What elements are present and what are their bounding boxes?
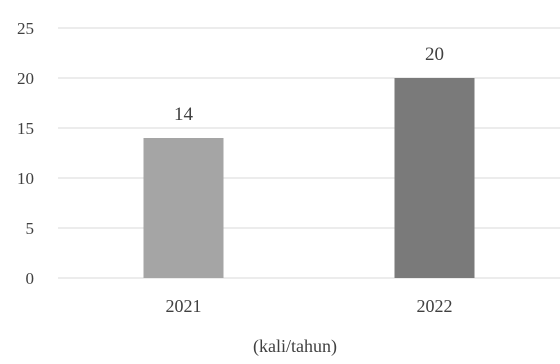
x-axis-tick-labels: 2021 2022 [166, 296, 453, 316]
gridlines [58, 27, 560, 279]
y-tick-label-25: 25 [17, 19, 34, 38]
y-tick-label-5: 5 [26, 219, 35, 238]
y-tick-label-15: 15 [17, 119, 34, 138]
y-tick-label-0: 0 [26, 269, 35, 288]
x-tick-label-2021: 2021 [166, 296, 202, 316]
y-axis-tick-labels: 0 5 10 15 20 25 [17, 19, 34, 288]
bar-2021 [143, 138, 224, 278]
data-labels: 14 20 [174, 44, 444, 125]
bars [143, 78, 475, 278]
y-tick-label-20: 20 [17, 69, 34, 88]
y-tick-label-10: 10 [17, 169, 34, 188]
bar-2022 [394, 78, 475, 278]
data-label-2021: 14 [174, 104, 194, 125]
data-label-2022: 20 [425, 44, 444, 65]
x-tick-label-2022: 2022 [417, 296, 453, 316]
x-axis-title: (kali/tahun) [253, 336, 337, 357]
